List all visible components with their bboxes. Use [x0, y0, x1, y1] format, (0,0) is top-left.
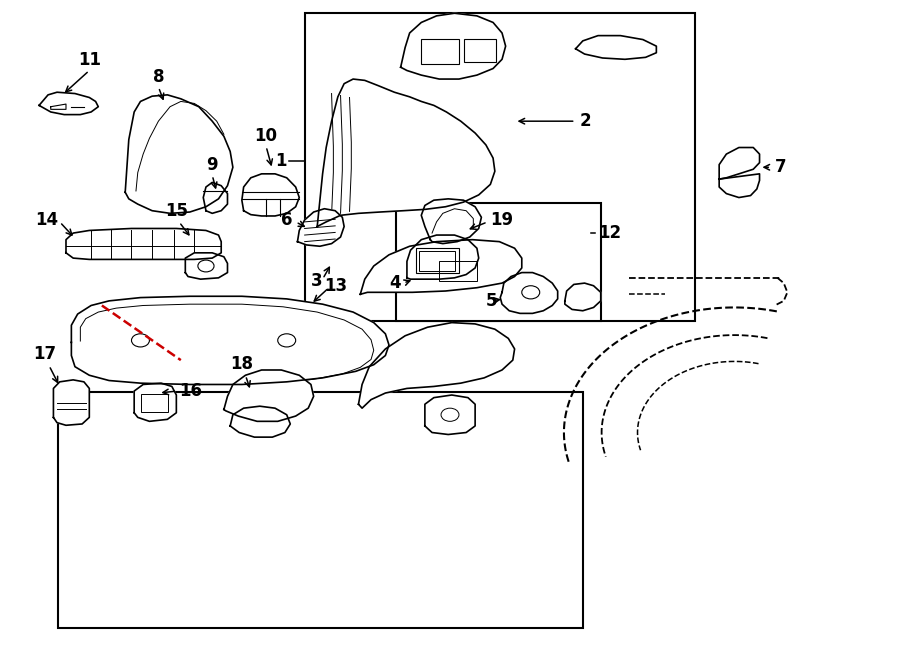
Text: 12: 12	[598, 224, 621, 242]
Polygon shape	[125, 95, 233, 214]
Text: 18: 18	[230, 355, 253, 373]
Text: 3: 3	[311, 272, 322, 290]
Text: 15: 15	[165, 202, 188, 220]
Bar	[396, 204, 600, 321]
Bar	[58, 393, 583, 628]
Polygon shape	[407, 235, 479, 279]
Text: 8: 8	[153, 67, 164, 86]
Polygon shape	[66, 229, 221, 259]
Bar	[304, 13, 695, 321]
Polygon shape	[71, 296, 389, 385]
Text: 14: 14	[35, 211, 58, 229]
Bar	[464, 39, 496, 62]
Bar	[416, 248, 459, 272]
Polygon shape	[224, 370, 313, 421]
Polygon shape	[421, 199, 482, 244]
Polygon shape	[565, 283, 600, 311]
Bar	[421, 39, 459, 64]
Text: 11: 11	[77, 50, 101, 69]
Text: 13: 13	[324, 277, 347, 295]
Polygon shape	[185, 253, 228, 279]
Polygon shape	[317, 79, 495, 227]
Polygon shape	[425, 395, 475, 434]
Text: 6: 6	[282, 211, 293, 229]
Polygon shape	[358, 323, 515, 408]
Polygon shape	[500, 272, 558, 313]
Polygon shape	[298, 209, 344, 247]
Polygon shape	[719, 174, 760, 198]
Polygon shape	[719, 147, 760, 179]
Text: 2: 2	[580, 112, 591, 130]
Text: 17: 17	[33, 346, 56, 364]
Polygon shape	[576, 36, 656, 59]
Text: 9: 9	[206, 156, 218, 174]
Polygon shape	[400, 13, 506, 79]
Text: 4: 4	[389, 274, 400, 292]
Text: 1: 1	[275, 151, 287, 170]
Text: 10: 10	[255, 127, 277, 145]
Bar	[439, 261, 477, 281]
Polygon shape	[242, 174, 300, 216]
Text: 19: 19	[491, 211, 514, 229]
Text: 5: 5	[486, 292, 498, 310]
Bar	[141, 394, 168, 412]
Bar	[419, 251, 455, 270]
Polygon shape	[203, 182, 228, 214]
Text: 16: 16	[179, 382, 202, 400]
Polygon shape	[360, 240, 522, 294]
Polygon shape	[53, 380, 89, 425]
Polygon shape	[134, 383, 176, 421]
Text: 7: 7	[775, 158, 787, 176]
Polygon shape	[39, 93, 98, 114]
Polygon shape	[230, 407, 291, 437]
